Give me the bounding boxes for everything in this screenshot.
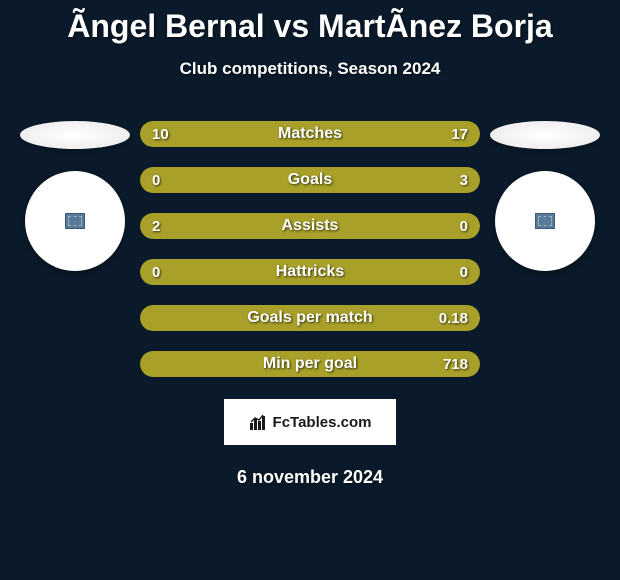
fctables-logo[interactable]: FcTables.com — [224, 399, 396, 445]
left-player-col — [10, 121, 140, 271]
stat-bar: Goals0 3 — [140, 167, 480, 193]
stat-label: Min per goal — [140, 351, 480, 377]
stat-label: Goals per match — [140, 305, 480, 331]
right-club-badge — [495, 171, 595, 271]
logo-text: FcTables.com — [273, 414, 372, 431]
left-player-shadow — [20, 121, 130, 149]
stat-bar: Min per goal718 — [140, 351, 480, 377]
stat-bar: Goals per match0.18 — [140, 305, 480, 331]
stat-label: Goals — [140, 167, 480, 193]
stat-label: Hattricks — [140, 259, 480, 285]
stat-value-right: 0 — [460, 213, 468, 239]
left-club-badge — [25, 171, 125, 271]
page-title: Ãngel Bernal vs MartÃ­nez Borja — [0, 8, 620, 45]
stat-value-left: 0 — [152, 259, 160, 285]
stat-value-left: 10 — [152, 121, 169, 147]
right-player-shadow — [490, 121, 600, 149]
stat-value-right: 718 — [443, 351, 468, 377]
placeholder-badge-icon — [535, 213, 555, 229]
stat-bar: Hattricks0 0 — [140, 259, 480, 285]
comparison-card: Ãngel Bernal vs MartÃ­nez Borja Club com… — [0, 0, 620, 488]
stat-value-right: 17 — [451, 121, 468, 147]
stat-label: Matches — [140, 121, 480, 147]
main-area: Matches1017Goals03Assists20Hattricks00Go… — [0, 121, 620, 377]
stats-bars: Matches1017Goals03Assists20Hattricks00Go… — [140, 121, 480, 377]
stat-label: Assists — [140, 213, 480, 239]
right-player-col — [480, 121, 610, 271]
stat-value-left: 2 — [152, 213, 160, 239]
stat-value-left: 0 — [152, 167, 160, 193]
date-label: 6 november 2024 — [0, 467, 620, 488]
subtitle: Club competitions, Season 2024 — [0, 59, 620, 79]
bar-chart-icon — [249, 413, 269, 431]
stat-value-right: 0 — [460, 259, 468, 285]
stat-value-right: 3 — [460, 167, 468, 193]
stat-bar: Assists2 0 — [140, 213, 480, 239]
placeholder-badge-icon — [65, 213, 85, 229]
stat-value-right: 0.18 — [439, 305, 468, 331]
stat-bar: Matches10 17 — [140, 121, 480, 147]
